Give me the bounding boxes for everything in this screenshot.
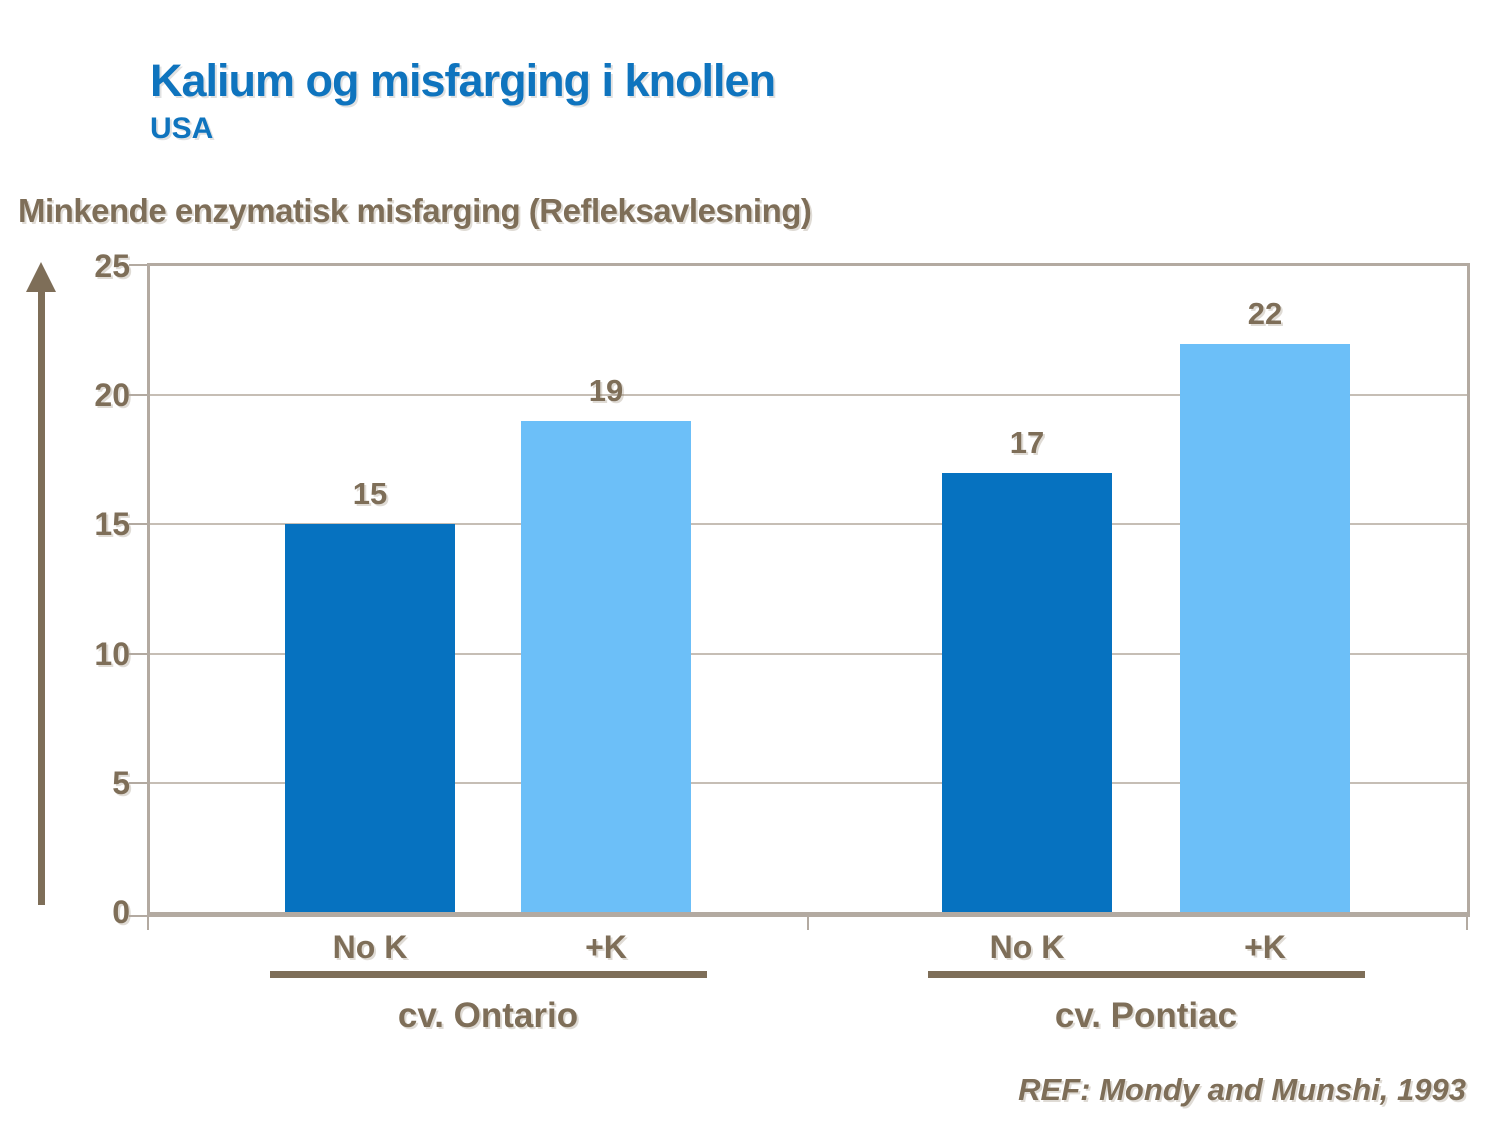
bar-rect-light-blue [1180, 344, 1350, 912]
y-tick-mark [129, 782, 147, 784]
group-label-ontario: cv. Ontario [397, 996, 579, 1035]
group-underline-ontario [270, 971, 707, 978]
group-label-pontiac: cv. Pontiac [1054, 996, 1238, 1035]
bar-rect-dark-blue [285, 524, 455, 912]
y-tick-label-0: 0 [112, 894, 130, 930]
bar-ontario-plus-k: 19 [521, 373, 691, 912]
y-tick-mark [129, 264, 147, 266]
page-title: Kalium og misfarging i knollen [150, 55, 776, 106]
reference-text: REF: Mondy and Munshi, 1993 [1018, 1072, 1466, 1107]
plot-area: 15 19 17 22 [147, 263, 1470, 917]
y-tick-mark [129, 523, 147, 525]
y-tick-label-20: 20 [94, 377, 130, 413]
y-tick-mark [129, 394, 147, 396]
gridline-15 [150, 523, 1467, 525]
bar-value-label: 19 [588, 373, 624, 408]
gridline-20 [150, 394, 1467, 396]
bar-pontiac-no-k: 17 [942, 425, 1112, 912]
x-label-pontiac-no-k: No K [989, 929, 1065, 965]
gridline-10 [150, 653, 1467, 655]
group-underline-pontiac [928, 971, 1365, 978]
x-tick-mark [1466, 917, 1468, 930]
bar-ontario-no-k: 15 [285, 476, 455, 912]
x-label-ontario-plus-k: +K [585, 929, 627, 965]
y-tick-label-10: 10 [94, 636, 130, 672]
y-axis-arrow-shaft [38, 290, 45, 905]
x-label-pontiac-plus-k: +K [1244, 929, 1286, 965]
page-subtitle: USA [150, 112, 214, 145]
x-tick-mark [147, 917, 149, 930]
y-axis-title: Minkende enzymatisk misfarging (Refleksa… [18, 192, 812, 229]
x-label-ontario-no-k: No K [332, 929, 408, 965]
y-tick-label-5: 5 [112, 765, 130, 801]
bar-rect-light-blue [521, 421, 691, 912]
bar-value-label: 15 [352, 476, 388, 511]
x-tick-mark [807, 917, 809, 930]
gridline-5 [150, 782, 1467, 784]
y-tick-label-15: 15 [94, 506, 130, 542]
y-tick-label-25: 25 [94, 248, 130, 284]
bar-rect-dark-blue [942, 473, 1112, 912]
y-axis-arrow-icon [26, 262, 56, 292]
y-tick-mark [129, 653, 147, 655]
bar-value-label: 17 [1009, 425, 1045, 460]
bar-pontiac-plus-k: 22 [1180, 296, 1350, 912]
y-tick-mark [129, 915, 147, 917]
bar-value-label: 22 [1247, 296, 1283, 331]
